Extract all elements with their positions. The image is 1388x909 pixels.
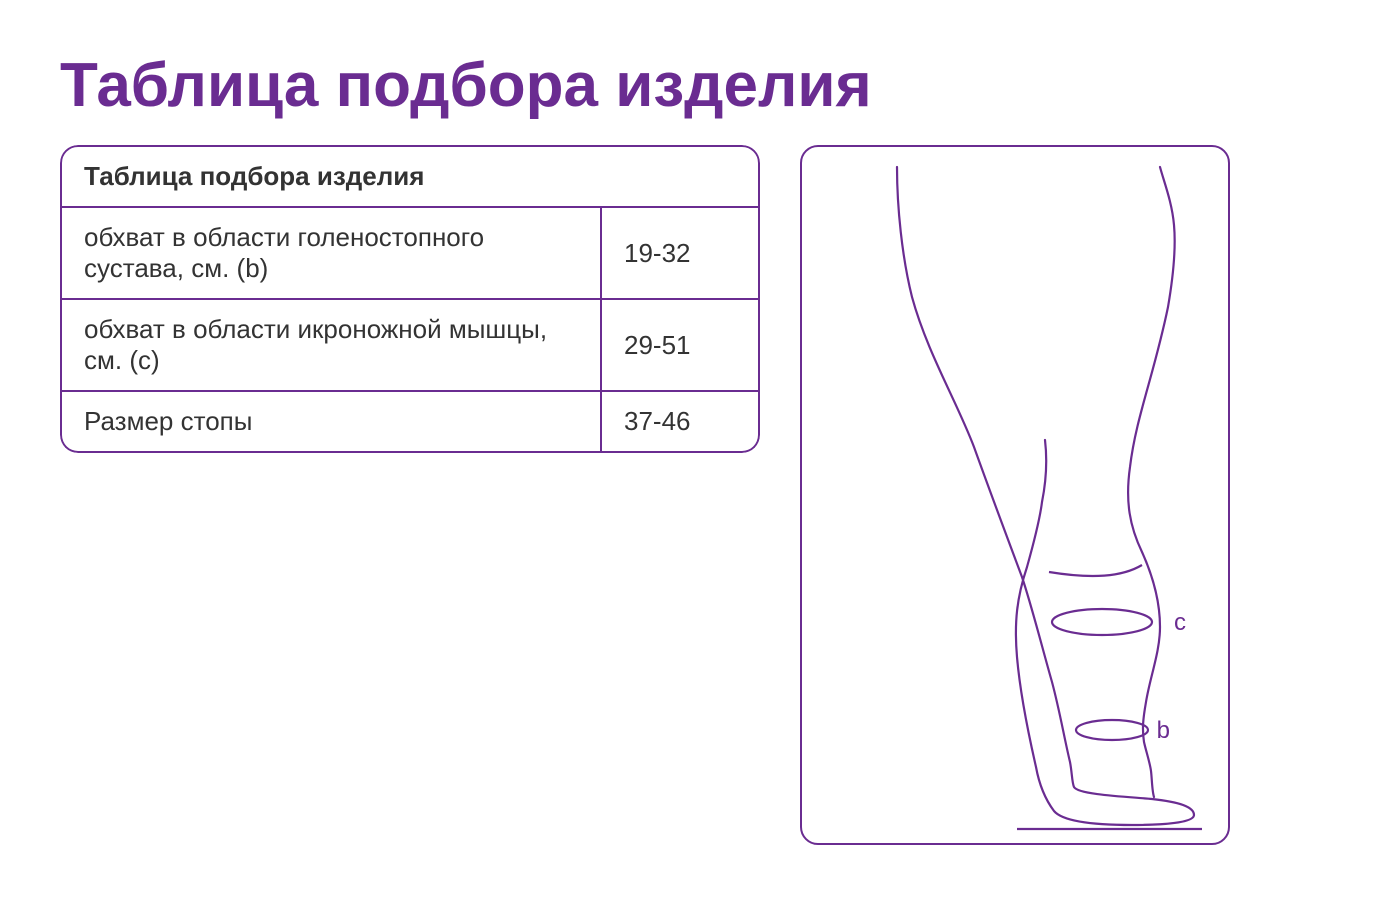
table-header: Таблица подбора изделия bbox=[60, 145, 760, 208]
table-row: обхват в области икроножной мышцы, см. (… bbox=[60, 300, 760, 392]
leg-diagram-panel: c b bbox=[800, 145, 1230, 845]
measurement-label-b: b bbox=[1157, 717, 1170, 745]
row-label: Размер стопы bbox=[60, 392, 600, 453]
row-value: 37-46 bbox=[600, 392, 760, 453]
measurement-label-c: c bbox=[1174, 609, 1186, 637]
row-value: 19-32 bbox=[600, 208, 760, 300]
row-label: обхват в области икроножной мышцы, см. (… bbox=[60, 300, 600, 392]
size-table: Таблица подбора изделия обхват в области… bbox=[60, 145, 760, 453]
table-row: обхват в области голеностопного сустава,… bbox=[60, 208, 760, 300]
page-title: Таблица подбора изделия bbox=[60, 50, 1328, 121]
row-label: обхват в области голеностопного сустава,… bbox=[60, 208, 600, 300]
table-header-row: Таблица подбора изделия bbox=[60, 145, 760, 208]
content-row: Таблица подбора изделия обхват в области… bbox=[60, 145, 1328, 845]
row-value: 29-51 bbox=[600, 300, 760, 392]
table-row: Размер стопы 37-46 bbox=[60, 392, 760, 453]
